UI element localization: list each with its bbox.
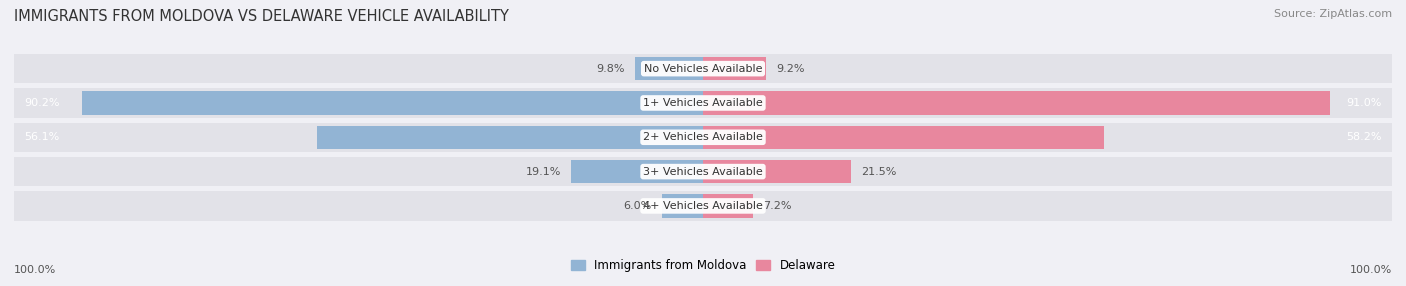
- Bar: [14, 122, 703, 152]
- Text: 4+ Vehicles Available: 4+ Vehicles Available: [643, 201, 763, 211]
- Text: 100.0%: 100.0%: [14, 265, 56, 275]
- Bar: [703, 160, 851, 183]
- Bar: [703, 91, 1330, 115]
- Bar: [703, 191, 1392, 221]
- Text: 58.2%: 58.2%: [1346, 132, 1382, 142]
- Bar: [636, 57, 703, 80]
- Bar: [14, 88, 703, 118]
- Text: Source: ZipAtlas.com: Source: ZipAtlas.com: [1274, 9, 1392, 19]
- Bar: [662, 194, 703, 218]
- Text: 21.5%: 21.5%: [862, 167, 897, 176]
- Text: 6.0%: 6.0%: [623, 201, 651, 211]
- Bar: [703, 194, 752, 218]
- Bar: [703, 57, 766, 80]
- Text: 2+ Vehicles Available: 2+ Vehicles Available: [643, 132, 763, 142]
- Legend: Immigrants from Moldova, Delaware: Immigrants from Moldova, Delaware: [571, 259, 835, 272]
- Text: 7.2%: 7.2%: [763, 201, 792, 211]
- Text: IMMIGRANTS FROM MOLDOVA VS DELAWARE VEHICLE AVAILABILITY: IMMIGRANTS FROM MOLDOVA VS DELAWARE VEHI…: [14, 9, 509, 23]
- Bar: [703, 88, 1392, 118]
- Bar: [703, 54, 1392, 84]
- Text: 56.1%: 56.1%: [24, 132, 59, 142]
- Text: 100.0%: 100.0%: [1350, 265, 1392, 275]
- Bar: [14, 157, 703, 186]
- Text: 19.1%: 19.1%: [526, 167, 561, 176]
- Bar: [703, 126, 1104, 149]
- Bar: [82, 91, 703, 115]
- Text: 90.2%: 90.2%: [24, 98, 60, 108]
- Text: 3+ Vehicles Available: 3+ Vehicles Available: [643, 167, 763, 176]
- Text: 1+ Vehicles Available: 1+ Vehicles Available: [643, 98, 763, 108]
- Text: No Vehicles Available: No Vehicles Available: [644, 64, 762, 74]
- Bar: [14, 191, 703, 221]
- Text: 91.0%: 91.0%: [1346, 98, 1382, 108]
- Bar: [571, 160, 703, 183]
- Bar: [703, 157, 1392, 186]
- Bar: [703, 122, 1392, 152]
- Bar: [14, 54, 703, 84]
- Bar: [316, 126, 703, 149]
- Text: 9.2%: 9.2%: [776, 64, 806, 74]
- Text: 9.8%: 9.8%: [596, 64, 626, 74]
